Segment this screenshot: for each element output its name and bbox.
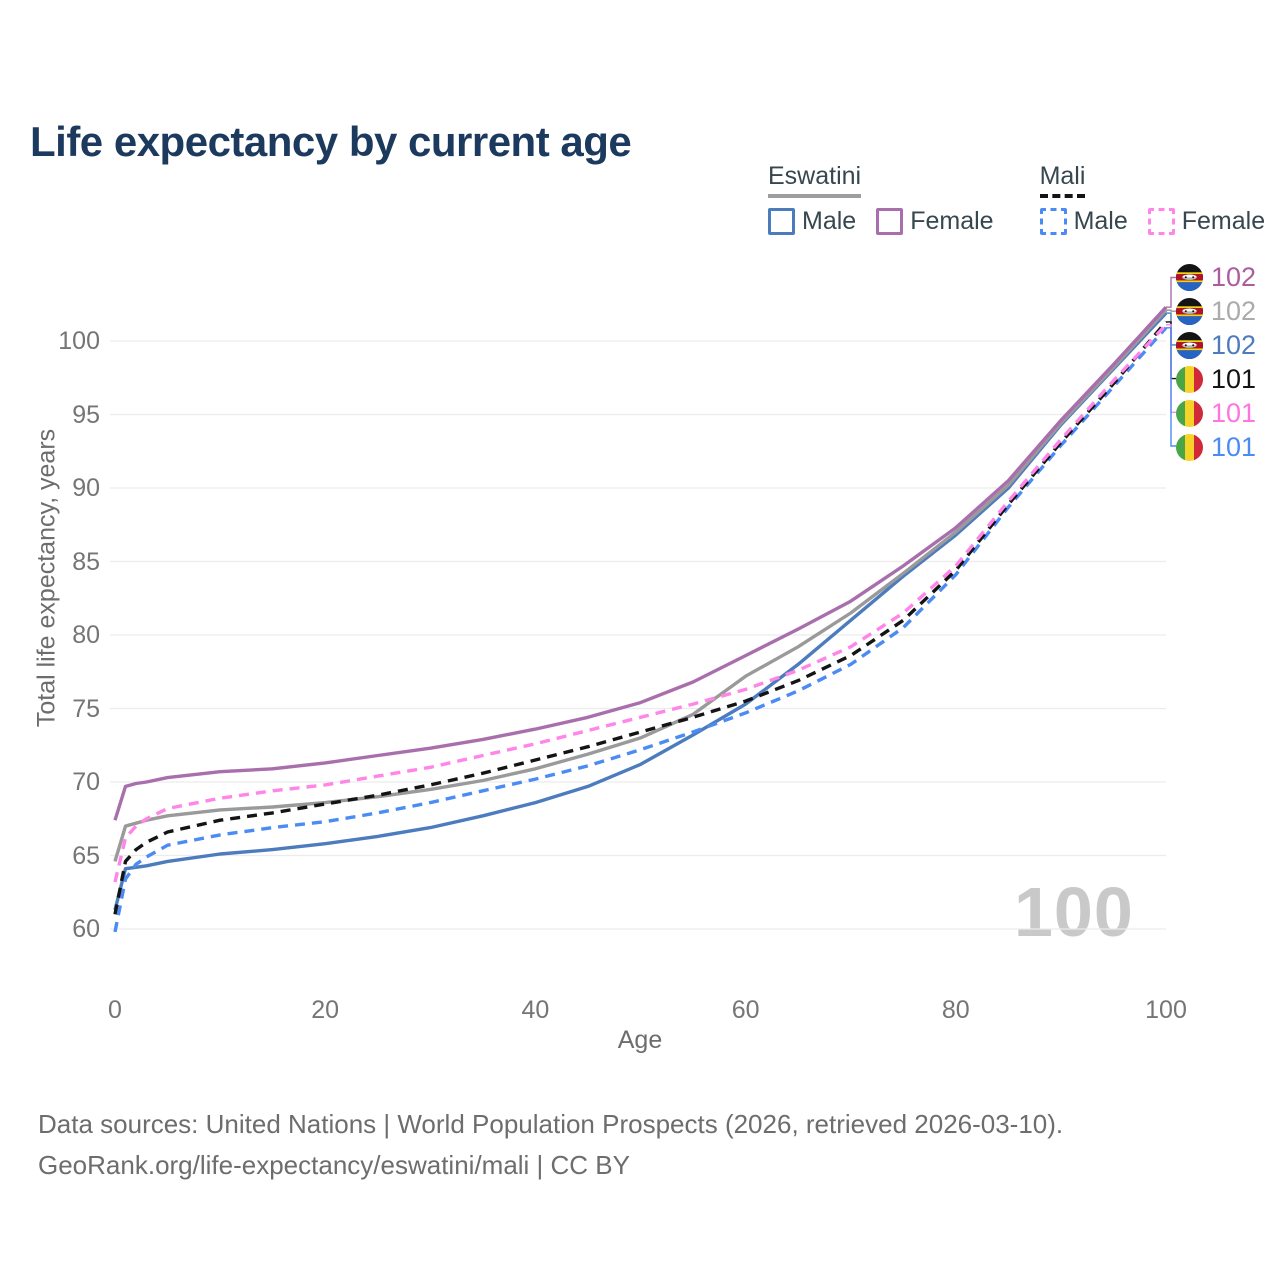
series-end-label-mali-male: 101	[1176, 434, 1256, 461]
legend-item-eswatini-female[interactable]: Female	[876, 207, 994, 236]
x-tick-label: 40	[521, 996, 550, 1024]
legend-item-label: Female	[910, 207, 994, 235]
legend-item-label: Male	[1073, 207, 1128, 235]
footer-attribution: GeoRank.org/life-expectancy/eswatini/mal…	[38, 1150, 630, 1180]
mali-female-swatch-icon	[1147, 208, 1175, 235]
end-label-value: 101	[1211, 398, 1257, 428]
y-tick-label: 75	[72, 694, 100, 723]
end-label-leader-line	[1166, 309, 1176, 312]
footer: Data sources: United Nations | World Pop…	[38, 1104, 1063, 1186]
end-label-value: 102	[1211, 262, 1257, 292]
legend-item-mali-female[interactable]: Female	[1147, 207, 1266, 236]
legend-item-label: Female	[1181, 207, 1266, 235]
y-tick-label: 80	[72, 621, 100, 649]
legend-item-mali-male[interactable]: Male	[1039, 207, 1128, 236]
end-label-leader-line	[1166, 327, 1176, 447]
x-tick-label: 20	[311, 996, 340, 1024]
series-end-label-eswatini-both: 102	[1176, 298, 1256, 325]
end-label-value: 101	[1211, 364, 1257, 394]
x-tick-label: 100	[1145, 996, 1187, 1024]
eswatini-flag-icon	[1176, 332, 1203, 359]
x-axis-title: Age	[617, 1026, 663, 1054]
end-label-leader-line	[1166, 276, 1176, 308]
series-line-mali-male	[113, 326, 1168, 933]
legend-item-label: Male	[802, 207, 857, 235]
legend-item-eswatini-male[interactable]: Male	[768, 207, 856, 236]
y-tick-label: 100	[58, 327, 100, 355]
eswatini-male-swatch-icon	[768, 208, 795, 235]
y-tick-label: 60	[72, 915, 100, 943]
mali-flag-icon	[1176, 434, 1203, 461]
series-line-eswatini-female	[113, 306, 1168, 821]
legend: Eswatini Male Female Mali Male Female	[768, 162, 1265, 236]
y-tick-label: 85	[72, 547, 100, 576]
x-tick-label: 80	[941, 996, 970, 1024]
page-title: Life expectancy by current age	[30, 118, 632, 166]
eswatini-flag-icon	[1176, 264, 1203, 291]
age-watermark: 100	[1014, 873, 1134, 951]
y-tick-label: 90	[72, 474, 100, 502]
eswatini-flag-icon	[1176, 298, 1203, 325]
end-label-value: 102	[1211, 330, 1257, 360]
series-end-label-mali-both: 101	[1176, 366, 1256, 393]
end-label-value: 101	[1211, 432, 1257, 462]
footer-data-sources: Data sources: United Nations | World Pop…	[38, 1109, 1064, 1139]
series-line-eswatini-both	[113, 308, 1168, 862]
series-end-label-eswatini-female: 102	[1176, 264, 1256, 291]
series-end-label-eswatini-male: 102	[1176, 332, 1256, 359]
y-tick-label: 65	[72, 841, 100, 870]
legend-group-mali: Mali Male Female	[1039, 162, 1266, 236]
x-tick-label: 60	[731, 996, 760, 1024]
series-line-eswatini-male	[113, 311, 1168, 911]
mali-flag-icon	[1176, 366, 1203, 393]
end-label-value: 102	[1211, 296, 1257, 326]
eswatini-female-swatch-icon	[876, 208, 904, 235]
series-line-mali-female	[113, 323, 1168, 883]
mali-flag-icon	[1176, 400, 1203, 427]
y-tick-label: 70	[72, 768, 100, 796]
legend-group-eswatini: Eswatini Male Female	[768, 162, 994, 236]
legend-country-eswatini: Eswatini	[768, 162, 862, 198]
series-line-mali-both	[113, 320, 1168, 915]
series-end-labels: 102 102 102 101 101 101	[1176, 264, 1256, 461]
series-end-label-mali-female: 101	[1176, 400, 1256, 427]
legend-country-mali: Mali	[1039, 162, 1086, 198]
mali-male-swatch-icon	[1039, 208, 1067, 235]
x-tick-label: 0	[108, 996, 122, 1024]
y-tick-label: 95	[72, 400, 100, 429]
